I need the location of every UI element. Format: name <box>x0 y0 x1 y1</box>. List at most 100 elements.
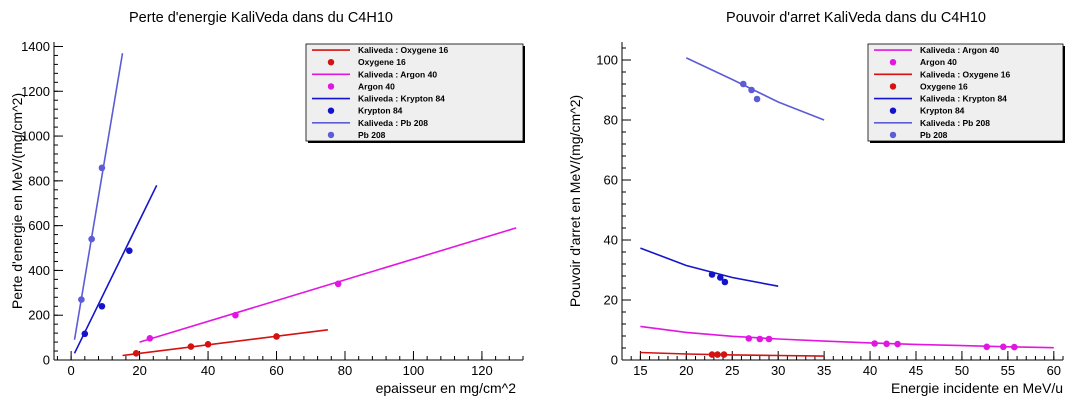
data-point <box>334 280 342 288</box>
legend-label: Oxygene 16 <box>358 57 406 67</box>
x-axis-label: epaisseur en mg/cm^2 <box>376 380 517 396</box>
legend-marker-symbol <box>327 58 335 66</box>
data-point <box>871 340 878 347</box>
legend-box <box>867 43 1064 142</box>
data-point <box>756 335 764 343</box>
data-point <box>1011 343 1018 351</box>
y-tick-label: 40 <box>604 233 618 248</box>
y-tick-label: 0 <box>43 353 50 368</box>
series-line <box>139 227 517 343</box>
data-point <box>98 302 106 310</box>
x-tick-label: 20 <box>679 363 693 378</box>
data-point <box>714 351 721 358</box>
series-line <box>640 351 825 357</box>
y-tick-label: 600 <box>28 218 50 233</box>
legend-box <box>305 43 524 142</box>
legend-label: Kaliveda : Krypton 84 <box>920 94 1007 104</box>
data-point <box>146 334 154 342</box>
data-point <box>232 311 239 319</box>
chart-title: Pouvoir d'arret KaliVeda dans du C4H10 <box>726 10 986 26</box>
x-tick-label: 60 <box>1047 363 1061 378</box>
series-line <box>73 184 158 354</box>
data-point <box>187 343 195 350</box>
data-point <box>88 235 95 243</box>
x-tick-label: 45 <box>909 363 923 378</box>
data-point <box>745 335 753 342</box>
legend-marker-symbol <box>327 107 335 114</box>
legend-label: Kaliveda : Oxygene 16 <box>358 45 449 55</box>
chart-title: Perte d'energie KaliVeda dans du C4H10 <box>129 10 393 26</box>
series-line <box>122 329 328 357</box>
data-point <box>983 343 991 351</box>
data-point <box>748 86 755 94</box>
x-tick-label: 55 <box>1001 363 1015 378</box>
x-tick-label: 15 <box>633 363 647 378</box>
series-line <box>640 247 779 287</box>
legend-marker-symbol <box>889 107 897 114</box>
x-tick-label: 120 <box>471 363 493 378</box>
legend-label: Argon 40 <box>920 57 957 67</box>
data-point <box>739 80 747 88</box>
data-point <box>894 340 901 348</box>
data-point <box>708 271 716 278</box>
x-tick-label: 100 <box>403 363 425 378</box>
data-point <box>126 247 133 255</box>
y-tick-label: 200 <box>28 308 50 323</box>
series-line <box>640 325 1054 349</box>
y-tick-label: 1000 <box>21 129 50 144</box>
legend-label: Pb 208 <box>358 130 386 140</box>
y-axis-label: Pouvoir d'arret en MeV/(mg/cm^2) <box>567 95 583 307</box>
y-tick-label: 800 <box>28 173 50 188</box>
legend-marker-symbol <box>327 83 335 90</box>
legend-marker-symbol <box>889 83 897 90</box>
x-tick-label: 30 <box>771 363 785 378</box>
legend: Kaliveda : Oxygene 16 Oxygene 16 Kaliveda … <box>305 43 525 143</box>
legend-marker-symbol <box>889 131 897 139</box>
data-point <box>765 335 773 343</box>
data-point <box>132 349 140 357</box>
y-tick-label: 20 <box>604 293 618 308</box>
y-tick-label: 400 <box>28 263 50 278</box>
data-point <box>708 351 716 358</box>
data-point <box>883 340 890 348</box>
plot-area <box>73 53 517 357</box>
data-point <box>999 343 1007 351</box>
legend-marker-symbol <box>327 131 335 139</box>
legend: Kaliveda : Argon 40 Argon 40 Kaliveda : Ox… <box>867 43 1065 143</box>
y-tick-label: 0 <box>611 353 618 368</box>
x-axis-label: Energie incidente en MeV/u <box>891 380 1063 396</box>
legend-label: Krypton 84 <box>920 106 965 116</box>
y-axis-label: Perte d'energie en MeV/(mg/cm^2) <box>9 93 25 309</box>
data-point <box>98 164 106 172</box>
legend-label: Krypton 84 <box>358 106 403 116</box>
plot-area <box>640 57 1054 358</box>
data-point <box>204 341 212 348</box>
series-line <box>73 53 124 340</box>
x-tick-label: 40 <box>863 363 877 378</box>
legend-label: Kaliveda : Krypton 84 <box>358 94 445 104</box>
legend-label: Kaliveda : Argon 40 <box>920 45 999 55</box>
x-tick-label: 60 <box>269 363 283 378</box>
legend-marker-symbol <box>889 58 897 66</box>
x-tick-label: 80 <box>338 363 352 378</box>
data-point <box>81 330 89 338</box>
x-tick-label: 0 <box>67 363 74 378</box>
legend-label: Oxygene 16 <box>920 81 968 91</box>
legend-label: Argon 40 <box>358 81 395 91</box>
x-tick-label: 25 <box>725 363 739 378</box>
x-tick-label: 50 <box>955 363 969 378</box>
x-tick-label: 35 <box>817 363 831 378</box>
series-line <box>685 57 825 121</box>
energy-loss-chart: Perte d'energie KaliVeda dans du C4H10 0 2… <box>9 10 525 396</box>
stopping-power-chart: Pouvoir d'arret KaliVeda dans du C4H10 15… <box>567 10 1065 396</box>
data-point <box>273 333 280 340</box>
legend-label: Kaliveda : Pb 208 <box>358 118 428 128</box>
y-tick-label: 100 <box>596 53 618 68</box>
data-point <box>721 278 729 286</box>
y-tick-label: 1200 <box>21 84 50 99</box>
legend-label: Kaliveda : Argon 40 <box>358 69 437 79</box>
legend-label: Kaliveda : Oxygene 16 <box>920 69 1011 79</box>
legend-label: Kaliveda : Pb 208 <box>920 118 990 128</box>
data-point <box>720 351 728 358</box>
